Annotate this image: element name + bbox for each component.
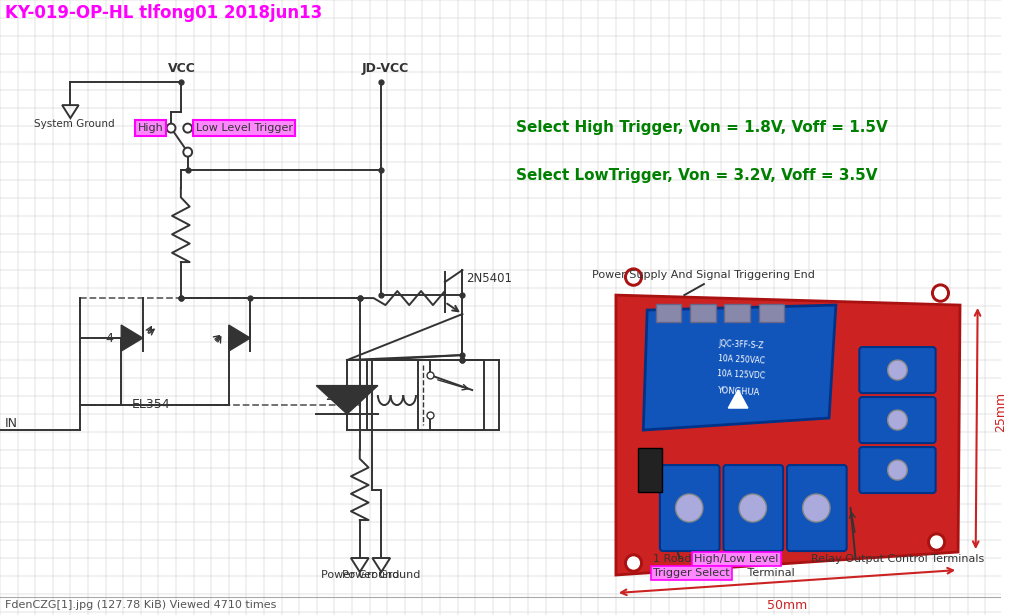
Text: JQC-3FF-S-Z: JQC-3FF-S-Z [718, 339, 764, 351]
Text: High: High [137, 123, 163, 133]
Text: Select LowTrigger, Von = 3.2V, Voff = 3.5V: Select LowTrigger, Von = 3.2V, Voff = 3.… [516, 168, 878, 183]
Circle shape [183, 124, 193, 133]
Text: 10A 250VAC: 10A 250VAC [718, 354, 765, 366]
Circle shape [928, 533, 945, 551]
Circle shape [888, 360, 907, 380]
Text: KY-019-OP-HL tlfong01 2018jun13: KY-019-OP-HL tlfong01 2018jun13 [5, 4, 323, 22]
Circle shape [888, 410, 907, 430]
Circle shape [888, 460, 907, 480]
FancyBboxPatch shape [787, 465, 847, 551]
FancyBboxPatch shape [690, 304, 716, 322]
Circle shape [183, 148, 193, 157]
Text: 10A 125VDC: 10A 125VDC [717, 369, 765, 381]
Text: Low Level Trigger: Low Level Trigger [196, 123, 293, 133]
Text: Power Ground: Power Ground [342, 570, 421, 580]
FancyBboxPatch shape [638, 448, 662, 492]
Polygon shape [228, 325, 250, 351]
Text: IN: IN [5, 417, 17, 430]
Text: Trigger Select: Trigger Select [653, 568, 730, 578]
Circle shape [625, 554, 642, 572]
FancyBboxPatch shape [723, 465, 783, 551]
Text: System Ground: System Ground [34, 119, 115, 129]
Circle shape [628, 271, 639, 283]
Polygon shape [728, 390, 748, 408]
Text: Terminal: Terminal [744, 568, 795, 578]
FancyBboxPatch shape [659, 465, 720, 551]
Text: Power Supply And Signal Triggering End: Power Supply And Signal Triggering End [593, 270, 815, 280]
Text: Power Ground: Power Ground [321, 570, 399, 580]
Text: JD-VCC: JD-VCC [361, 62, 409, 75]
FancyBboxPatch shape [859, 347, 936, 393]
Circle shape [932, 284, 949, 302]
Circle shape [676, 494, 702, 522]
Text: 4: 4 [105, 332, 114, 345]
Circle shape [931, 536, 942, 548]
Text: 1 Road: 1 Road [653, 554, 695, 564]
FancyBboxPatch shape [759, 304, 784, 322]
Circle shape [625, 268, 642, 286]
Text: Relay Output Control Terminals: Relay Output Control Terminals [811, 554, 985, 564]
FancyBboxPatch shape [724, 304, 750, 322]
Polygon shape [121, 325, 142, 351]
Text: 50mm: 50mm [767, 599, 807, 612]
Text: FdenCZG[1].jpg (127.78 KiB) Viewed 4710 times: FdenCZG[1].jpg (127.78 KiB) Viewed 4710 … [5, 600, 276, 610]
Circle shape [628, 557, 639, 569]
Text: 2N5401: 2N5401 [466, 272, 512, 285]
Text: High/Low Level: High/Low Level [694, 554, 778, 564]
Circle shape [935, 287, 946, 299]
FancyBboxPatch shape [859, 397, 936, 443]
Text: Select High Trigger, Von = 1.8V, Voff = 1.5V: Select High Trigger, Von = 1.8V, Voff = … [516, 120, 888, 135]
FancyBboxPatch shape [656, 304, 681, 322]
Text: EL354: EL354 [132, 398, 171, 411]
Text: YONGHUA: YONGHUA [717, 386, 760, 398]
FancyBboxPatch shape [859, 447, 936, 493]
Polygon shape [643, 305, 836, 430]
Text: 25mm: 25mm [994, 391, 1008, 432]
Circle shape [167, 124, 175, 133]
Text: VCC: VCC [168, 62, 196, 75]
Text: 2: 2 [326, 390, 334, 403]
Circle shape [803, 494, 830, 522]
Polygon shape [615, 295, 961, 575]
Polygon shape [316, 386, 378, 414]
Circle shape [739, 494, 767, 522]
